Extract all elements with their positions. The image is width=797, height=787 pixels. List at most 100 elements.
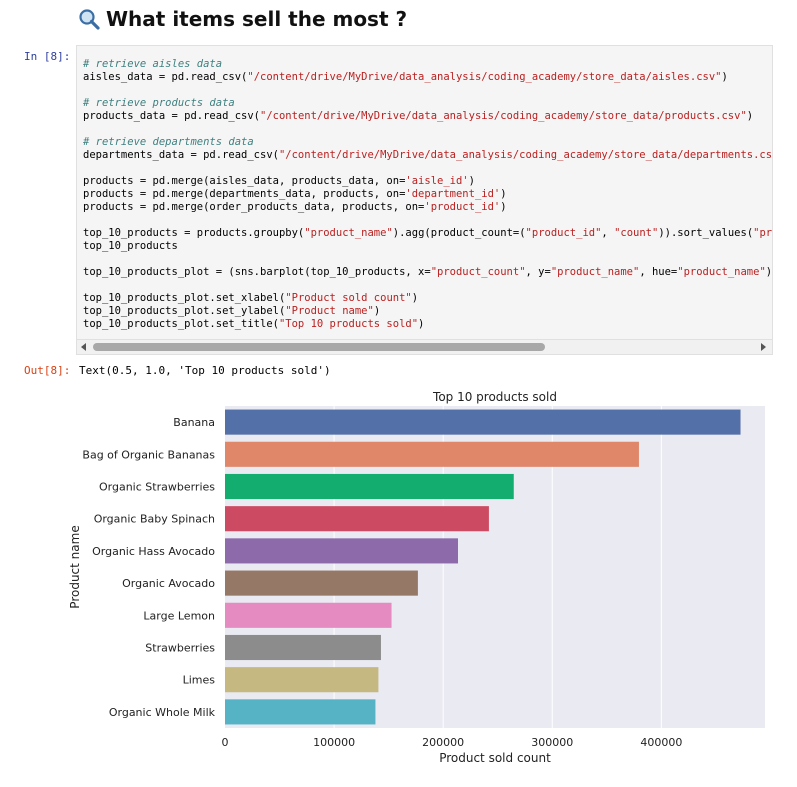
code-line: top_10_products [83,240,772,253]
y-tick-label: Limes [183,674,216,687]
code-token: top_10_products_plot.set_ylabel( [83,305,286,317]
bar [225,634,381,661]
x-tick-label: 100000 [313,736,355,749]
code-token: "pro [753,227,773,239]
code-token: top_10_products [83,240,178,252]
code-line [83,279,772,292]
code-line [83,253,772,266]
scroll-right-icon[interactable] [761,343,766,351]
x-tick-label: 300000 [531,736,573,749]
y-tick-label: Organic Whole Milk [109,706,216,719]
bar-chart: Top 10 products sold Banana Bag of Organi… [68,390,765,765]
x-axis-label: Product sold count [439,751,551,765]
bar [225,506,489,532]
code-line: # retrieve products data [83,97,772,110]
code-token: products = pd.merge(order_products_data,… [83,201,425,213]
bar [225,538,459,564]
y-tick-label: Organic Avocado [122,577,215,590]
code-token: ) [373,305,381,317]
bar [225,570,418,596]
code-token: 'department_id' [405,188,501,200]
code-line: products_data = pd.read_csv("/content/dr… [83,110,772,123]
bar [225,473,514,500]
code-token: ) [411,292,419,304]
code-token: ) [721,71,728,83]
y-tick-label: Large Lemon [143,609,215,622]
code-token: ) [500,188,507,200]
section-heading: What items sell the most ? [78,4,407,34]
code-token: "product_name" [677,266,766,278]
code-line [83,123,772,136]
code-line: products = pd.merge(departments_data, pr… [83,188,772,201]
code-token: "product_count" [430,266,526,278]
output-prompt: Out[8]: [24,364,71,377]
magnifier-icon [79,9,100,30]
scroll-left-icon[interactable] [81,343,86,351]
code-token: "/content/drive/MyDrive/data_analysis/co… [260,110,747,122]
code-token: # retrieve departments data [83,136,254,148]
output-text: Text(0.5, 1.0, 'Top 10 products sold') [79,364,331,377]
chart-title: Top 10 products sold [432,390,557,404]
code-line: aisles_data = pd.read_csv("/content/driv… [83,71,772,84]
code-line: # retrieve aisles data [83,58,772,71]
code-token: products = pd.merge(aisles_data, product… [83,175,406,187]
y-tick-label: Organic Baby Spinach [94,513,215,526]
code-token: ) [746,110,754,122]
code-line: top_10_products_plot.set_title("Top 10 p… [83,318,772,331]
y-tick-label: Banana [173,416,215,429]
code-token: top_10_products = products.groupby( [83,227,305,239]
code-token: "Product name" [285,305,374,317]
code-token: # retrieve aisles data [83,58,223,70]
code-token: departments_data = pd.read_csv( [83,149,279,161]
code-editor[interactable]: # retrieve aisles data aisles_data = pd.r… [83,58,773,331]
scrollbar-thumb[interactable] [93,343,545,351]
code-token: top_10_products_plot.set_title( [83,318,279,330]
code-line: products = pd.merge(order_products_data,… [83,201,772,214]
code-token: products = pd.merge(departments_data, pr… [83,188,406,200]
code-line: departments_data = pd.read_csv("/content… [83,149,773,162]
code-token: top_10_products_plot.set_xlabel( [83,292,286,304]
x-tick-label: 0 [222,736,229,749]
code-line [83,84,772,97]
code-token: aisles_data = pd.read_csv( [83,71,248,83]
code-token: ) [500,201,507,213]
code-token: )).sort_values( [658,227,754,239]
code-token: "product_name" [550,266,640,278]
code-token: 'aisle_id' [405,175,469,187]
y-tick-label: Organic Hass Avocado [92,545,215,558]
code-line: top_10_products_plot.set_ylabel("Product… [83,305,772,318]
code-token: "/content/drive/MyDrive/data_analysis/co… [247,71,722,83]
bar [225,602,392,628]
code-token: top_10_products_plot = (sns.barplot(top_… [83,266,431,278]
code-token: "Product sold count" [285,292,412,304]
code-line: # retrieve departments data [83,136,772,149]
code-line [83,214,772,227]
code-token: "product_name" [304,227,393,239]
code-line: top_10_products_plot.set_xlabel("Product… [83,292,772,305]
bar [225,667,379,693]
code-token: )) [765,266,773,278]
code-token: ) [468,175,475,187]
code-token: "/content/drive/MyDrive/data_analysis/co… [278,149,773,161]
bar [225,441,639,467]
code-line: top_10_products = products.groupby("prod… [83,227,773,240]
code-token: "count" [614,227,659,239]
y-tick-label: Bag of Organic Bananas [82,448,215,461]
code-token: products_data = pd.read_csv( [83,110,261,122]
code-line: products = pd.merge(aisles_data, product… [83,175,772,188]
code-token: ).agg(product_count=( [392,227,526,239]
code-token: 'product_id' [424,201,501,213]
code-token: "Top 10 products sold" [278,318,419,330]
code-cell[interactable]: # retrieve aisles data aisles_data = pd.r… [76,45,773,355]
code-token: "product_id" [525,227,602,239]
y-tick-label: Strawberries [145,642,215,655]
code-line [83,162,772,175]
y-axis-label: Product name [68,525,82,608]
bar [225,409,741,435]
y-tick-label: Organic Strawberries [99,481,215,494]
horizontal-scrollbar[interactable] [77,339,772,354]
x-tick-label: 200000 [422,736,464,749]
code-line: top_10_products_plot = (sns.barplot(top_… [83,266,773,279]
bar [225,699,376,725]
code-token: , hue= [639,266,678,278]
